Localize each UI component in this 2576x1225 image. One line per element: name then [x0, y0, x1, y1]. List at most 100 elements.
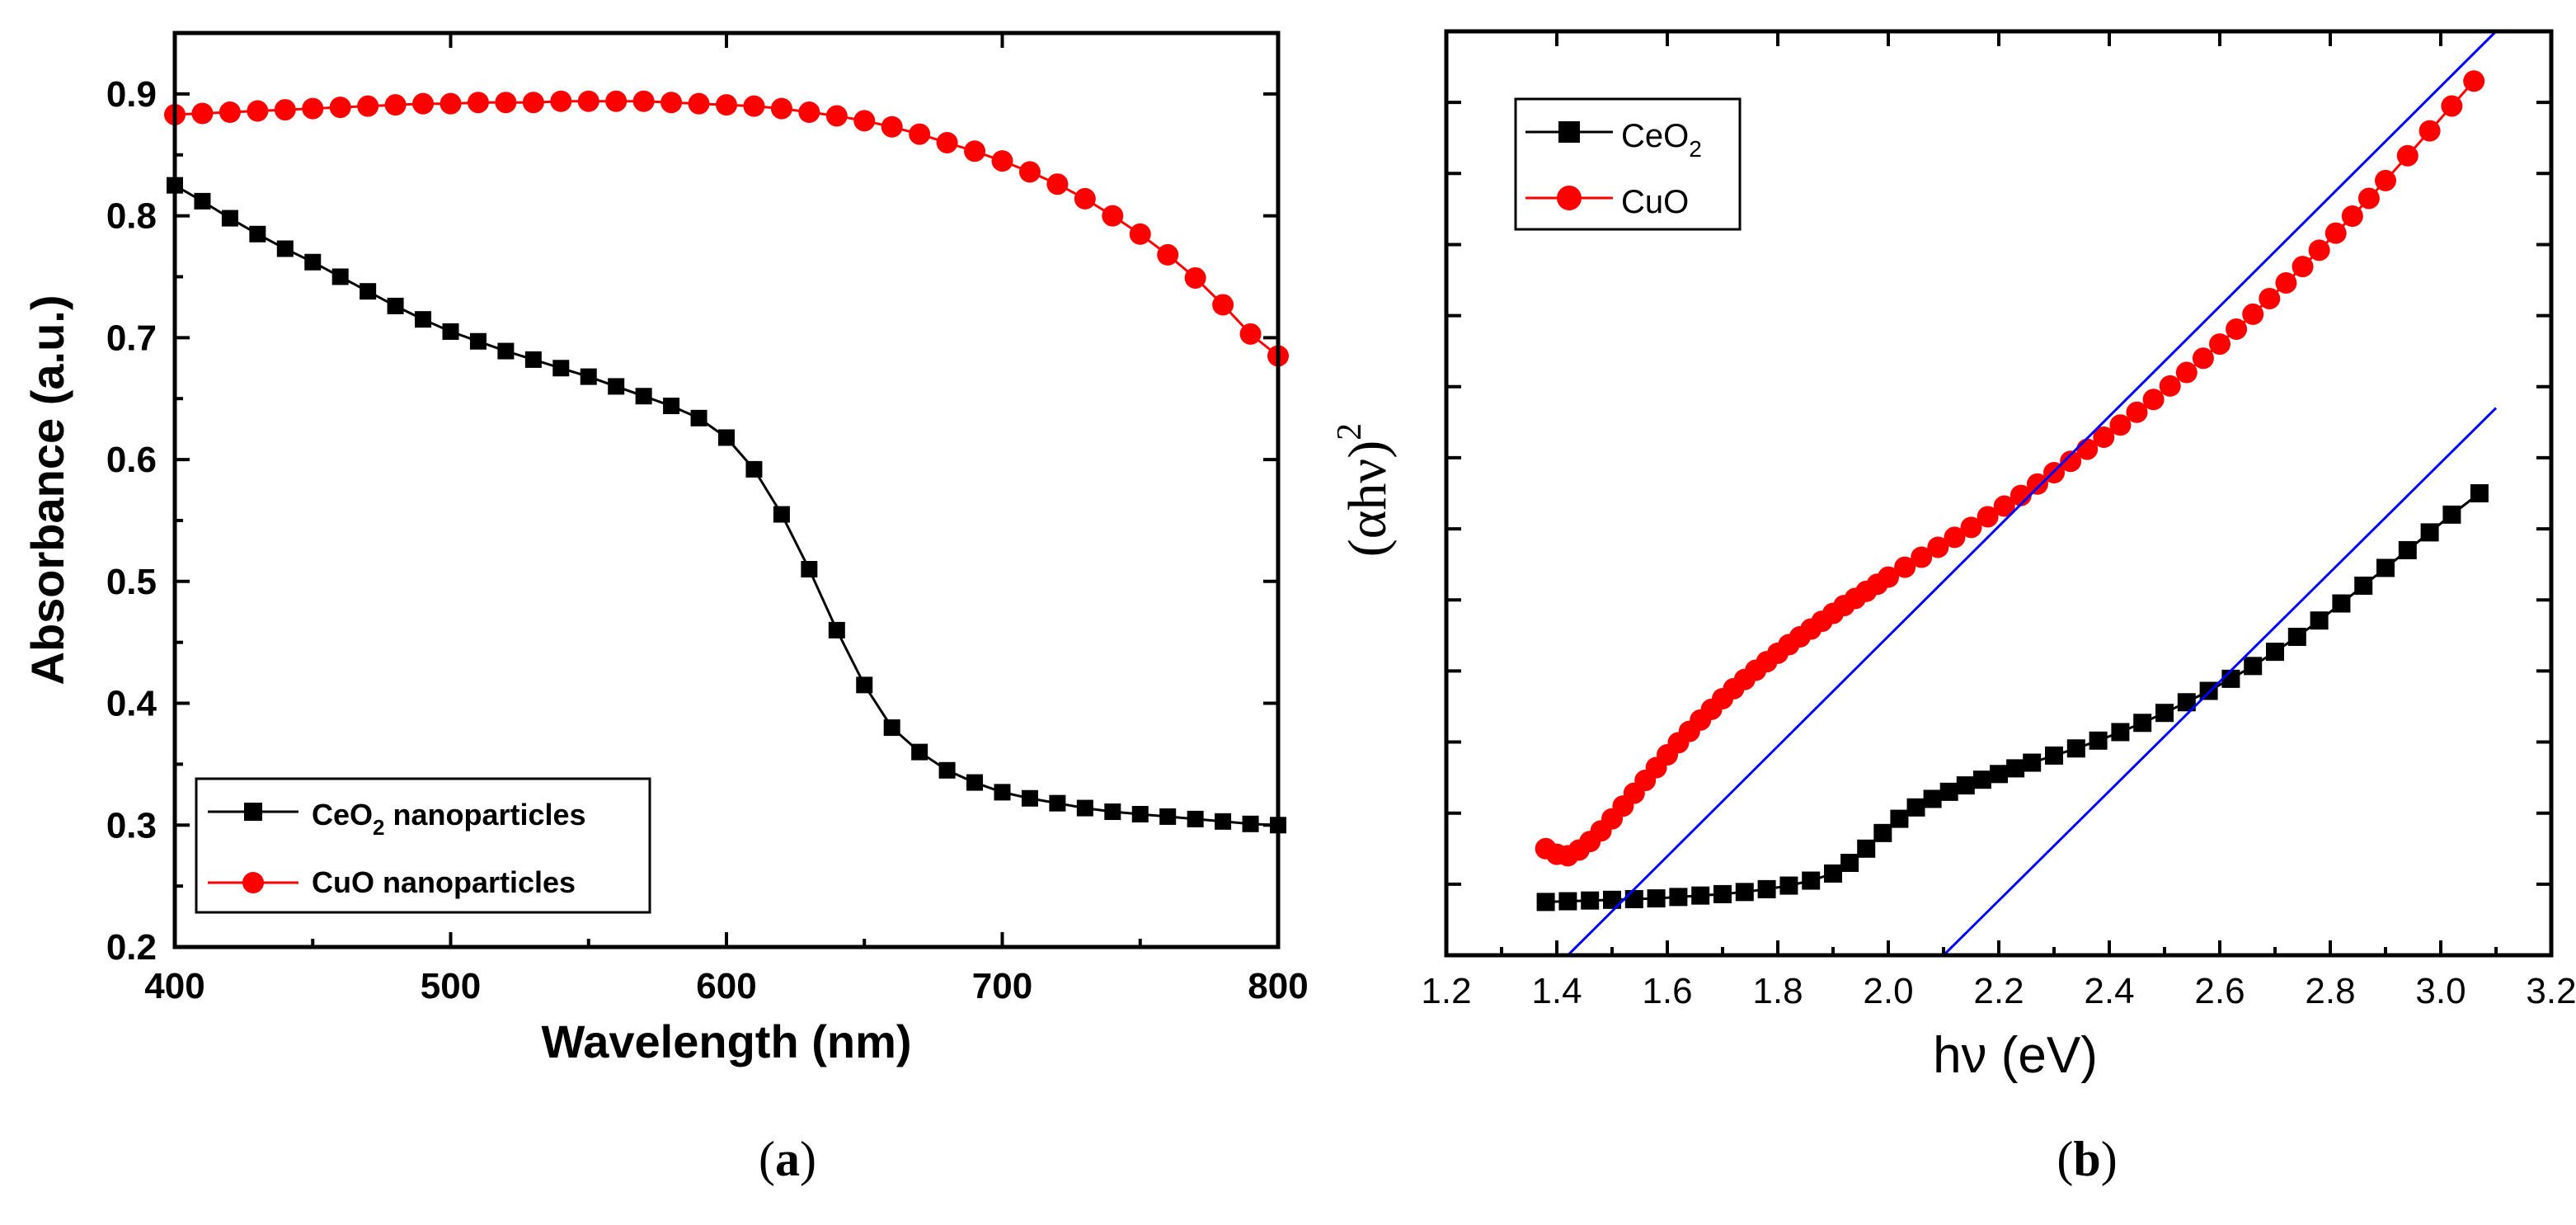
- panel-a-data-point: [1102, 205, 1124, 227]
- panel-b-data-point: [1923, 789, 1942, 808]
- panel-a-data-point: [384, 94, 407, 116]
- panel-a-y-tick-label: 0.4: [106, 684, 157, 724]
- panel-b-legend-marker: [1557, 186, 1582, 210]
- panel-a-data-point: [688, 92, 710, 115]
- panel-a-data-point: [467, 92, 489, 114]
- panel-a-x-tick-label: 400: [144, 966, 204, 1006]
- panel-b-label-open: (: [2057, 1132, 2073, 1186]
- panel-b-x-tick-label: 1.8: [1752, 971, 1803, 1011]
- panel-b-data-point: [2023, 753, 2042, 772]
- panel-a-data-point: [276, 240, 294, 257]
- panel-b-legend-sample-ceo2: [1525, 121, 1613, 143]
- panel-a-data-point: [387, 297, 404, 314]
- panel-b-label-letter: b: [2073, 1132, 2100, 1186]
- panel-a-data-point: [632, 90, 655, 112]
- panel-b-data-point: [2026, 473, 2048, 495]
- panel-b-data-point: [1536, 893, 1555, 912]
- panel-a-data-point: [881, 115, 903, 138]
- panel-a-data-point: [1215, 813, 1232, 830]
- panel-b-data-point: [1944, 526, 1966, 549]
- panel-b-x-tick-label: 3.2: [2526, 971, 2576, 1011]
- panel-a-data-point: [524, 351, 542, 368]
- panel-a-x-tick-label: 500: [421, 966, 481, 1006]
- panel-b-y-axis-label: (αhν)2: [1331, 423, 1398, 557]
- panel-b-label: (b): [2057, 1132, 2117, 1186]
- panel-a-absorbance-chart: 400 500 600 700 8000.20.30.40.50.60.70.80.9 …: [21, 31, 1309, 1186]
- panel-b-data-point: [2310, 611, 2329, 630]
- panel-b-data-point: [2177, 693, 2196, 712]
- panel-a-data-point: [994, 784, 1011, 801]
- panel-a-data-point: [773, 506, 790, 523]
- panel-a-data-point: [825, 105, 848, 127]
- panel-a-data-point: [1021, 789, 1038, 807]
- panel-a-data-point: [991, 150, 1013, 172]
- panel-b-data-point: [2142, 389, 2165, 411]
- panel-a-data-point: [743, 95, 765, 117]
- panel-b-data-point: [1911, 546, 1933, 568]
- panel-b-data-point: [2441, 95, 2463, 117]
- panel-a-data-point: [1076, 799, 1093, 817]
- panel-b-y-axis-label-main: (αhν): [1337, 441, 1398, 557]
- panel-b-data-point: [1873, 823, 1892, 842]
- panel-b-data-point: [2126, 401, 2148, 423]
- panel-b-data-point: [2419, 120, 2441, 142]
- panel-a-legend: CeO2 nanoparticles CuO nanoparticles: [195, 777, 651, 914]
- panel-b-data-point: [1878, 566, 1899, 588]
- panel-b-data-point: [2398, 540, 2417, 559]
- panel-b-data-point: [1906, 798, 1925, 817]
- panel-a-data-point: [331, 268, 349, 285]
- panel-b-data-point: [2470, 484, 2489, 502]
- panel-b-legend-label-ceo2: CeO2: [1621, 118, 1702, 162]
- panel-b-data-point: [2133, 714, 2152, 733]
- panel-a-data-point: [360, 283, 377, 300]
- panel-a-data-point: [302, 97, 324, 120]
- panel-a-data-point: [329, 97, 351, 119]
- panel-a-data-point: [1157, 243, 1179, 266]
- panel-b-data-point: [2060, 450, 2082, 473]
- panel-a-x-tick-label: 800: [1248, 966, 1308, 1006]
- panel-a-data-point: [690, 409, 707, 426]
- panel-b-data-point: [2159, 375, 2181, 397]
- panel-b-legend-sample-cuo: [1525, 186, 1613, 210]
- panel-b-data-point: [2463, 70, 2485, 92]
- panel-b-data-point: [2308, 239, 2330, 261]
- panel-b-data-point: [1960, 516, 1982, 539]
- panel-b-label-close: ): [2101, 1132, 2118, 1186]
- panel-a-data-point: [412, 92, 435, 115]
- panel-b-data-point: [2244, 657, 2263, 676]
- panel-b-data-point: [2226, 318, 2248, 340]
- panel-b-x-tick-label: 1.2: [1421, 971, 1471, 1011]
- panel-b-data-point: [1972, 770, 1991, 789]
- panel-a-data-point: [909, 123, 931, 145]
- panel-b-legend-ceo2-main: CeO: [1621, 118, 1689, 154]
- panel-a-data-point: [828, 621, 845, 638]
- panel-b-data-point: [1927, 536, 1949, 558]
- panel-b-fit-line-1: [1942, 407, 2498, 957]
- panel-b-data-point: [2109, 414, 2132, 436]
- panel-b-data-point: [1890, 809, 1909, 828]
- panel-b-x-axis-label: hν (eV): [1933, 1027, 2098, 1084]
- panel-a-data-point: [635, 388, 652, 405]
- panel-a-data-point: [469, 332, 487, 350]
- panel-a-legend-marker: [242, 872, 264, 893]
- panel-b-data-point: [2209, 333, 2230, 356]
- panel-b-data-point: [1894, 556, 1916, 578]
- panel-a-data-point: [247, 100, 269, 122]
- panel-b-data-point: [2221, 669, 2240, 688]
- panel-b-data-point: [2006, 759, 2025, 778]
- panel-b-data-point: [2420, 523, 2439, 542]
- panel-a-data-point: [716, 94, 737, 116]
- panel-b-axis-ticks: 1.2 1.4 1.6 1.8 2.0 2.2 2.4 2.6 2.8 3.0 3.2: [1421, 31, 2576, 1011]
- panel-b-data-point: [1581, 891, 1600, 910]
- panel-a-data-point: [440, 92, 462, 115]
- panel-a-legend-label-ceo2: CeO2 nanoparticles: [312, 798, 586, 840]
- panel-a-legend-sample-cuo: [208, 872, 298, 893]
- panel-a-label-close: ): [800, 1132, 816, 1186]
- panel-b-legend: CeO2 CuO: [1514, 97, 1742, 231]
- panel-b-data-point: [1956, 776, 1975, 795]
- panel-a-data-point: [274, 99, 296, 121]
- panel-a-data-point: [221, 210, 238, 227]
- panel-b-data-point: [2093, 426, 2115, 448]
- panel-b-legend-marker: [1558, 121, 1580, 143]
